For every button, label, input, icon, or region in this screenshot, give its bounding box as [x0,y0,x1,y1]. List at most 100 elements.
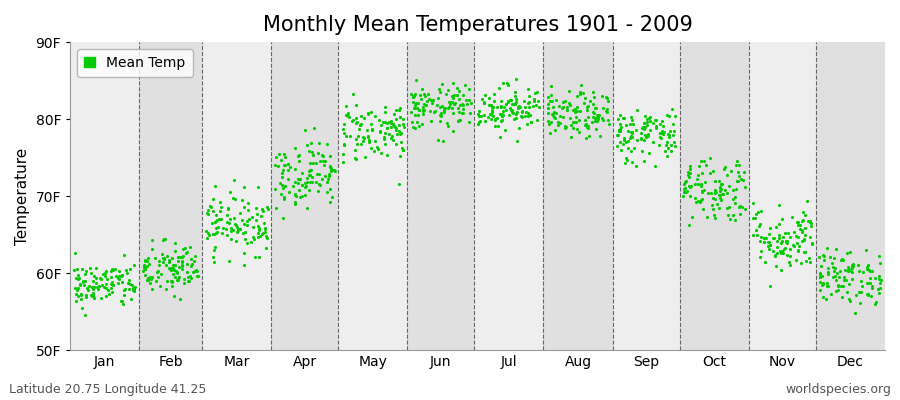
Point [175,266,189,272]
Point [282,166,296,173]
Point [239,222,254,228]
Point [206,258,220,265]
Point [302,160,317,166]
Point [491,84,506,91]
Point [219,226,233,232]
Point [727,194,742,200]
Point [587,110,601,116]
Point [829,277,843,284]
Point [635,148,650,155]
Point [521,100,535,106]
Point [660,139,674,146]
Point [636,120,651,126]
Point [626,130,640,136]
Point [237,249,251,256]
Point [137,265,151,271]
Point [407,93,421,99]
Point [237,221,251,228]
Point [443,100,457,106]
Point [179,250,194,256]
Point [736,177,751,183]
Point [495,112,509,119]
Point [318,173,332,179]
Text: Latitude 20.75 Longitude 41.25: Latitude 20.75 Longitude 41.25 [9,383,206,396]
Point [590,118,605,124]
Point [302,186,317,193]
Point [360,134,374,140]
Point [203,204,218,210]
Point [496,80,510,86]
Point [294,182,309,188]
Point [104,285,118,292]
Point [588,115,602,121]
Point [500,98,515,104]
Point [252,254,266,260]
Point [659,142,673,148]
Point [713,184,727,190]
Point [104,279,119,286]
Point [620,157,634,163]
Point [181,274,195,280]
Point [180,260,194,267]
Point [738,183,752,190]
Point [783,261,797,268]
Point [149,278,164,284]
Point [436,138,451,144]
Point [455,110,470,116]
Point [526,102,540,109]
Point [501,112,516,118]
Point [548,115,562,121]
Point [310,170,324,177]
Point [310,150,325,156]
Point [836,257,850,263]
Point [348,154,363,161]
Point [786,242,800,248]
Point [619,138,634,145]
Point [139,266,153,273]
Point [455,100,470,107]
Point [127,288,141,294]
Point [122,276,136,283]
Point [101,287,115,294]
Point [600,105,615,112]
Point [200,235,214,242]
Point [154,270,168,277]
Point [443,99,457,106]
Point [304,140,319,146]
Point [525,119,539,125]
Point [396,116,410,122]
Point [528,102,543,108]
Point [668,143,682,149]
Point [805,240,819,246]
Point [774,238,788,244]
Point [796,236,811,243]
Point [305,152,320,158]
Point [654,129,669,136]
Point [556,104,571,110]
Point [156,255,170,261]
Point [145,286,159,292]
Point [507,101,521,108]
Point [267,162,282,168]
Point [154,251,168,257]
Point [274,157,289,164]
Point [157,255,171,262]
Point [222,188,237,195]
Point [762,246,777,252]
Point [558,123,572,130]
Point [214,216,229,222]
Point [159,253,174,259]
Point [93,275,107,282]
Point [638,112,652,119]
Point [78,278,93,284]
Point [611,115,625,122]
Point [693,199,707,205]
Point [98,270,112,276]
Point [384,133,399,140]
Point [186,258,201,264]
Point [294,169,309,176]
Point [436,106,451,113]
Point [209,225,223,231]
Point [580,124,594,130]
Point [412,122,427,129]
